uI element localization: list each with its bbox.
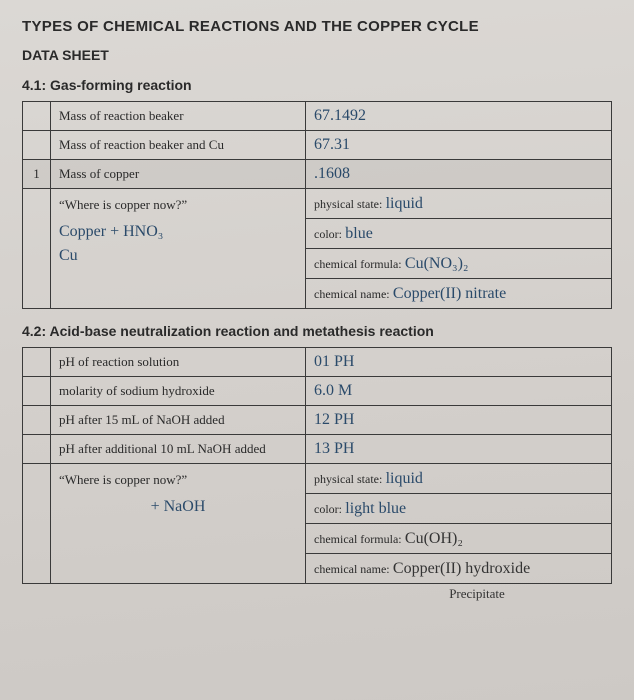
value-phys-state-2: liquid <box>386 470 423 487</box>
label-ph-sol: pH of reaction solution <box>51 348 306 377</box>
label-name-2: chemical name: <box>314 562 390 576</box>
table-row: “Where is copper now?” + NaOH physical s… <box>23 464 612 494</box>
where-cell-41: “Where is copper now?” Copper + HNO₃ Cu <box>51 189 306 309</box>
value-formula: Cu(NO₃)₂ <box>405 255 469 272</box>
table-row: pH of reaction solution 01 PH <box>23 348 612 377</box>
value-mass-copper: .1608 <box>306 160 612 189</box>
page-title: TYPES OF CHEMICAL REACTIONS AND THE COPP… <box>22 18 612 35</box>
value-ph15: 12 PH <box>306 406 612 435</box>
where-hand-1: + NaOH <box>59 498 297 516</box>
label-mass-beaker: Mass of reaction beaker <box>51 102 306 131</box>
value-mass-beaker-cu: 67.31 <box>306 131 612 160</box>
table-42: pH of reaction solution 01 PH molarity o… <box>22 347 612 584</box>
label-ph15: pH after 15 mL of NaOH added <box>51 406 306 435</box>
value-ph10: 13 PH <box>306 435 612 464</box>
table-row: Mass of reaction beaker and Cu 67.31 <box>23 131 612 160</box>
label-formula-2: chemical formula: <box>314 532 402 546</box>
where-cell-42: “Where is copper now?” + NaOH <box>51 464 306 584</box>
table-row: molarity of sodium hydroxide 6.0 M <box>23 377 612 406</box>
precipitate-note: Precipitate <box>342 586 612 602</box>
value-color: blue <box>345 225 373 242</box>
label-mass-copper: Mass of copper <box>51 160 306 189</box>
section-41-heading: 4.1: Gas-forming reaction <box>22 77 612 93</box>
value-name-2: Copper(II) hydroxide <box>393 560 530 577</box>
where-label: “Where is copper now?” <box>59 472 297 488</box>
section-42-heading: 4.2: Acid-base neutralization reaction a… <box>22 323 612 339</box>
label-formula: chemical formula: <box>314 257 402 271</box>
where-hand-2: Cu <box>59 247 297 265</box>
value-ph-sol: 01 PH <box>306 348 612 377</box>
value-formula-2: Cu(OH)₂ <box>405 530 463 547</box>
label-molarity: molarity of sodium hydroxide <box>51 377 306 406</box>
label-name: chemical name: <box>314 287 390 301</box>
where-hand-1: Copper + HNO₃ <box>59 223 297 241</box>
table-row: pH after additional 10 mL NaOH added 13 … <box>23 435 612 464</box>
label-color: color: <box>314 227 342 241</box>
value-color-2: light blue <box>345 500 406 517</box>
table-row: pH after 15 mL of NaOH added 12 PH <box>23 406 612 435</box>
page-subtitle: DATA SHEET <box>22 47 612 63</box>
label-phys-state: physical state: <box>314 197 382 211</box>
value-phys-state: liquid <box>386 195 423 212</box>
value-mass-beaker: 67.1492 <box>306 102 612 131</box>
value-name: Copper(II) nitrate <box>393 285 506 302</box>
table-row: 1 Mass of copper .1608 <box>23 160 612 189</box>
value-molarity: 6.0 M <box>306 377 612 406</box>
table-row: Mass of reaction beaker 67.1492 <box>23 102 612 131</box>
table-row: “Where is copper now?” Copper + HNO₃ Cu … <box>23 189 612 219</box>
row-number: 1 <box>23 160 51 189</box>
where-label: “Where is copper now?” <box>59 197 297 213</box>
label-ph10: pH after additional 10 mL NaOH added <box>51 435 306 464</box>
label-phys-state-2: physical state: <box>314 472 382 486</box>
label-mass-beaker-cu: Mass of reaction beaker and Cu <box>51 131 306 160</box>
table-41: Mass of reaction beaker 67.1492 Mass of … <box>22 101 612 309</box>
label-color-2: color: <box>314 502 342 516</box>
